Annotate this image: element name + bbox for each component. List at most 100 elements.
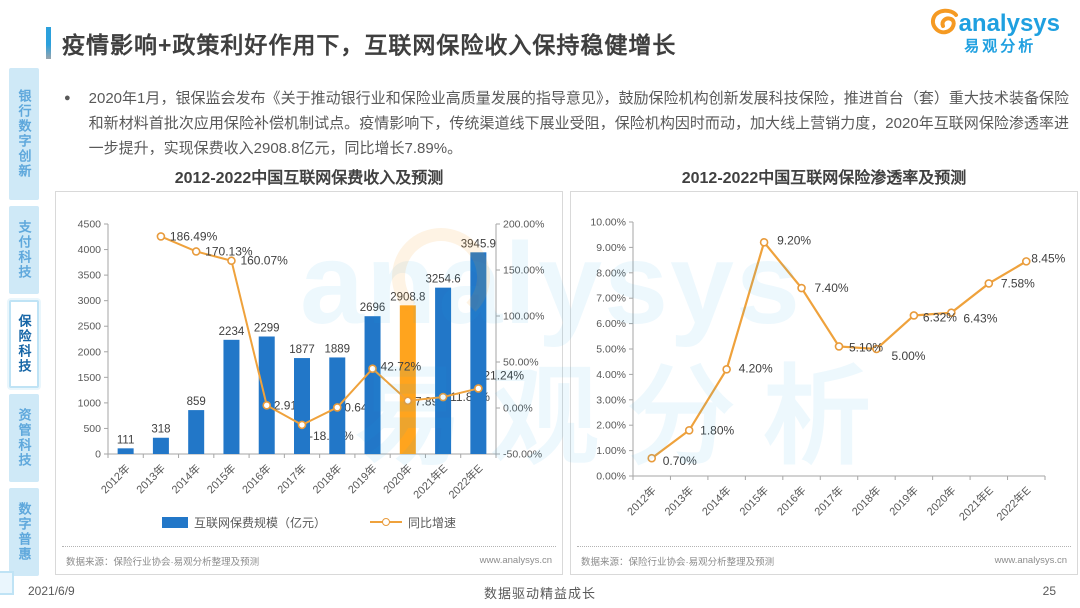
point-2016年 bbox=[797, 283, 806, 293]
svg-text:150.00%: 150.00% bbox=[503, 265, 544, 277]
svg-text:2299: 2299 bbox=[254, 322, 280, 334]
svg-text:1889: 1889 bbox=[324, 343, 350, 355]
logo-chinese-name: 易观分析 bbox=[964, 38, 1037, 55]
svg-text:100.00%: 100.00% bbox=[503, 311, 544, 323]
sidebar-item-payment-tech[interactable]: 支付科技 bbox=[9, 206, 39, 294]
svg-text:2013年: 2013年 bbox=[133, 461, 168, 496]
x-axis-labels: 2012年 2013年 2014年 2015年 2016年 2017年 2018年 2019年… bbox=[98, 461, 486, 501]
svg-text:2012年: 2012年 bbox=[98, 461, 133, 496]
growth-labels-under: 2.91%-18.36%0.64%7.89%11.89%21.24% bbox=[274, 368, 525, 442]
analysys-site-link[interactable]: www.analysys.cn bbox=[994, 555, 1067, 566]
summary-section: ● 2020年1月，银保监会发布《关于推动银行业和保险业高质量发展的指导意见》，… bbox=[64, 86, 1069, 161]
bar-value-labels: 111 318 859 2234 2299 1877 1889 2696 2908.83254.… bbox=[117, 238, 496, 446]
svg-text:7.40%: 7.40% bbox=[815, 281, 849, 295]
sidebar-item-digital-inclusion[interactable]: 数字普惠 bbox=[9, 488, 39, 576]
footer-slogan: 数据驱动精益成长 bbox=[483, 586, 596, 601]
svg-text:2020年: 2020年 bbox=[923, 483, 958, 518]
svg-text:8.00%: 8.00% bbox=[596, 267, 626, 279]
sidebar-item-label: 银行数字创新 bbox=[16, 89, 32, 179]
footer: 2021/6/9 数据驱动精益成长 25 bbox=[0, 582, 1080, 602]
svg-text:8.45%: 8.45% bbox=[1031, 251, 1065, 265]
point-labels: 0.70% 1.80% 4.20% 9.20% 7.40% 5.10% 5.00% 6.32%… bbox=[663, 233, 1066, 468]
svg-text:-50.00%: -50.00% bbox=[503, 449, 542, 461]
legend-item-premium: 互联网保费规模（亿元） bbox=[161, 514, 326, 531]
bar-2021年E bbox=[435, 287, 452, 454]
svg-text:170.13%: 170.13% bbox=[205, 244, 253, 258]
svg-text:3254.6: 3254.6 bbox=[425, 274, 460, 286]
footer-page-number: 25 bbox=[1042, 584, 1056, 598]
legend-label: 互联网保费规模（亿元） bbox=[193, 515, 326, 530]
svg-text:50.00%: 50.00% bbox=[503, 357, 539, 369]
legend-label: 同比增速 bbox=[408, 515, 457, 530]
svg-text:2019年: 2019年 bbox=[886, 483, 921, 518]
left-chart-box: 0 500 1000 1500 2000 2500 3000 3500 4000 4500 -50.… bbox=[55, 191, 563, 575]
svg-text:1.80%: 1.80% bbox=[700, 423, 734, 437]
svg-text:21.24%: 21.24% bbox=[483, 368, 524, 382]
svg-text:2021年E: 2021年E bbox=[956, 483, 996, 523]
svg-text:4.20%: 4.20% bbox=[739, 361, 773, 375]
svg-text:2015年: 2015年 bbox=[736, 483, 771, 518]
bullet-icon: ● bbox=[64, 92, 71, 104]
svg-text:2012年: 2012年 bbox=[624, 483, 659, 518]
svg-text:160.07%: 160.07% bbox=[240, 254, 288, 268]
svg-text:4.00%: 4.00% bbox=[596, 369, 626, 381]
svg-text:3945.9: 3945.9 bbox=[461, 238, 496, 250]
right-chart-box: 0.00% 1.00% 2.00% 3.00% 4.00% 5.00% 6.00% 7.00%… bbox=[570, 191, 1078, 575]
svg-text:2019年: 2019年 bbox=[345, 461, 380, 496]
line-markers bbox=[647, 238, 1031, 463]
svg-text:2015年: 2015年 bbox=[204, 461, 239, 496]
svg-text:4500: 4500 bbox=[78, 219, 102, 231]
analysys-site-link[interactable]: www.analysys.cn bbox=[479, 555, 552, 566]
left-chart-title: 2012-2022中国互联网保费收入及预测 bbox=[174, 170, 444, 187]
svg-text:2014年: 2014年 bbox=[168, 461, 203, 496]
point-2014年 bbox=[722, 365, 731, 374]
svg-text:7.58%: 7.58% bbox=[1001, 276, 1035, 290]
point-2017年 bbox=[834, 342, 844, 351]
bar-2015年 bbox=[223, 339, 240, 454]
svg-text:200.00%: 200.00% bbox=[503, 219, 544, 231]
svg-text:9.20%: 9.20% bbox=[777, 233, 811, 247]
svg-text:2234: 2234 bbox=[219, 326, 245, 338]
data-source-note: 数据来源：保险行业协会·易观分析整理及预测 bbox=[66, 556, 260, 568]
x-axis-labels: 2012年 2013年 2014年 2015年 2016年 2017年 2018年 2019年… bbox=[624, 483, 1034, 523]
data-source-note: 数据来源：保险行业协会·易观分析整理及预测 bbox=[581, 556, 775, 568]
legend-item-growth: 同比增速 bbox=[370, 514, 456, 531]
svg-text:500: 500 bbox=[83, 423, 101, 435]
sidebar-item-asset-mgmt-tech[interactable]: 资管科技 bbox=[9, 394, 39, 482]
svg-text:2696: 2696 bbox=[360, 302, 386, 314]
analysys-logo: analysys 易观分析 bbox=[927, 8, 1060, 54]
bar-2016年 bbox=[258, 336, 275, 454]
axes: 0.00% 1.00% 2.00% 3.00% 4.00% 5.00% 6.00% 7.00%… bbox=[590, 217, 1046, 483]
svg-text:0.00%: 0.00% bbox=[503, 403, 533, 415]
sidebar-item-label: 保险科技 bbox=[16, 314, 32, 374]
svg-text:4000: 4000 bbox=[78, 244, 102, 256]
bars-group bbox=[117, 252, 487, 454]
sidebar-item-label: 数字普惠 bbox=[16, 502, 32, 562]
right-source-row: 数据来源：保险行业协会·易观分析整理及预测 www.analysys.cn bbox=[577, 546, 1071, 574]
sidebar-item-bank-digital-innovation[interactable]: 银行数字创新 bbox=[9, 68, 39, 200]
point-2017年 bbox=[297, 420, 307, 430]
svg-text:2021年E: 2021年E bbox=[410, 461, 450, 501]
growth-line bbox=[160, 235, 479, 427]
premium-income-chart: 0 500 1000 1500 2000 2500 3000 3500 4000 4500 -50.… bbox=[78, 219, 545, 502]
summary-text: 2020年1月，银保监会发布《关于推动银行业和保险业高质量发展的指导意见》，鼓励… bbox=[88, 90, 1069, 157]
point-2015年 bbox=[227, 256, 236, 266]
point-2020年 bbox=[403, 396, 413, 406]
svg-text:0: 0 bbox=[95, 449, 101, 461]
svg-text:2000: 2000 bbox=[78, 346, 102, 358]
svg-text:5.10%: 5.10% bbox=[849, 340, 883, 354]
svg-text:2016年: 2016年 bbox=[774, 483, 809, 518]
premium-income-chart-panel: 2012-2022中国互联网保费收入及预测 0 500 1000 1500 2000 25… bbox=[55, 164, 563, 575]
sidebar-item-insurance-tech[interactable]: 保险科技 bbox=[9, 300, 39, 388]
svg-text:2018年: 2018年 bbox=[849, 483, 884, 518]
svg-text:2017年: 2017年 bbox=[274, 461, 309, 496]
svg-text:1500: 1500 bbox=[78, 372, 102, 384]
svg-text:9.00%: 9.00% bbox=[596, 242, 626, 254]
corner-decoration bbox=[0, 571, 14, 595]
page-title: 疫情影响+政策利好作用下，互联网保险收入保持稳健增长 bbox=[62, 32, 677, 58]
legend-bar-swatch-icon bbox=[161, 516, 188, 528]
svg-text:2.00%: 2.00% bbox=[596, 420, 626, 432]
sidebar-item-label: 支付科技 bbox=[16, 220, 32, 280]
svg-text:3500: 3500 bbox=[78, 270, 102, 282]
bar-2020年 bbox=[399, 305, 416, 454]
